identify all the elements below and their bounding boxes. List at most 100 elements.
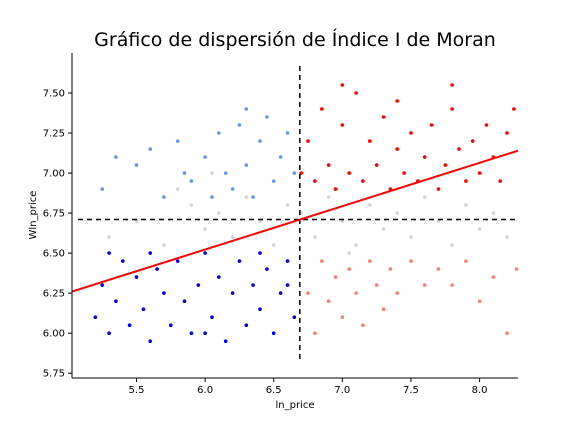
x-tick-label: 6.5: [266, 385, 282, 396]
data-point: [354, 243, 358, 247]
data-point: [285, 283, 290, 287]
data-point: [210, 195, 214, 199]
data-point: [409, 259, 413, 263]
data-point: [436, 267, 441, 271]
data-point: [313, 235, 317, 239]
data-point: [93, 315, 98, 320]
data-point: [100, 187, 104, 191]
data-point: [477, 299, 482, 304]
data-point: [217, 275, 221, 279]
x-tick-label: 7.0: [334, 385, 350, 396]
data-point: [230, 235, 235, 239]
data-point: [422, 283, 427, 287]
data-point: [107, 331, 111, 336]
y-tick-label: 7.00: [43, 169, 65, 180]
data-point: [251, 195, 255, 199]
data-point: [100, 283, 104, 287]
data-point: [182, 171, 187, 175]
data-point: [354, 91, 358, 95]
data-point: [340, 315, 345, 320]
data-point: [450, 83, 454, 87]
data-point: [148, 251, 152, 255]
regression-layer: [71, 149, 519, 293]
data-point: [223, 339, 228, 344]
data-point: [320, 259, 324, 263]
data-point: [285, 259, 290, 263]
data-point: [285, 131, 290, 135]
y-tick-label: 5.75: [43, 369, 65, 380]
data-point: [354, 291, 358, 295]
data-point: [347, 251, 352, 255]
data-point: [498, 179, 503, 183]
data-point: [368, 203, 372, 207]
data-point: [148, 339, 152, 344]
y-tick-label: 7.25: [43, 129, 65, 140]
data-point: [333, 275, 338, 279]
data-point: [340, 123, 345, 127]
data-point: [409, 131, 413, 135]
data-point: [374, 163, 379, 167]
y-tick-label: 6.75: [43, 209, 65, 220]
data-point: [422, 195, 427, 199]
data-point: [141, 307, 146, 312]
data-point: [223, 171, 228, 175]
data-point: [121, 259, 125, 263]
data-point: [381, 115, 386, 119]
data-point: [155, 267, 159, 271]
data-point: [148, 147, 152, 151]
data-point: [326, 299, 331, 304]
y-tick-label: 6.25: [43, 289, 65, 300]
y-tick-label: 7.50: [43, 89, 65, 100]
data-point: [381, 227, 386, 231]
data-point: [326, 163, 331, 167]
data-point: [169, 323, 173, 328]
data-point: [347, 171, 352, 175]
data-point: [114, 155, 118, 159]
data-point: [271, 179, 276, 183]
data-point: [244, 195, 249, 199]
data-point: [395, 291, 400, 295]
data-point: [217, 131, 221, 135]
data-point: [505, 235, 509, 239]
data-point: [409, 235, 413, 239]
data-point: [244, 107, 249, 111]
data-point: [162, 243, 166, 247]
data-point: [491, 211, 496, 215]
data-point: [258, 307, 262, 312]
data-point: [258, 139, 262, 143]
data-point: [203, 227, 207, 231]
data-point: [265, 267, 269, 271]
data-point: [244, 163, 249, 167]
data-point: [182, 299, 187, 304]
data-point: [292, 171, 297, 175]
data-point: [388, 267, 393, 271]
data-point: [258, 251, 262, 255]
data-point: [278, 155, 283, 159]
data-point: [470, 139, 475, 143]
data-point: [484, 123, 489, 127]
data-point: [395, 147, 400, 151]
data-point: [237, 259, 242, 263]
data-point: [306, 291, 310, 295]
data-point: [134, 275, 139, 279]
data-point: [292, 315, 297, 320]
data-point: [512, 107, 516, 111]
data-point: [230, 291, 235, 295]
data-point: [450, 107, 454, 111]
data-point: [237, 123, 242, 127]
data-point: [422, 155, 427, 159]
data-point: [402, 171, 406, 175]
data-point: [189, 179, 194, 183]
data-point: [306, 139, 310, 143]
data-point: [505, 331, 509, 336]
data-point: [244, 323, 249, 328]
data-point: [285, 203, 290, 207]
data-point: [114, 299, 118, 304]
data-point: [271, 243, 276, 247]
data-point: [457, 147, 461, 151]
data-point: [313, 331, 317, 336]
data-point: [436, 187, 441, 191]
data-point: [251, 283, 255, 287]
data-point: [313, 179, 317, 183]
